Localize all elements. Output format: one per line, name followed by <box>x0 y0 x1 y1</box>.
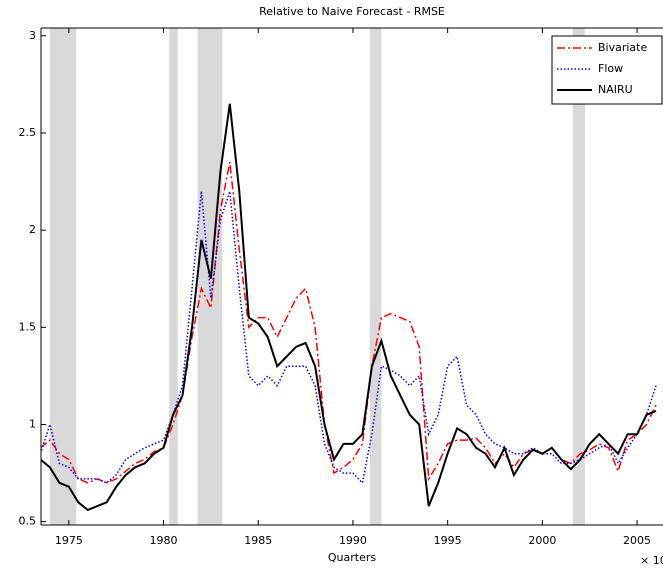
series-line <box>41 191 657 485</box>
recession-shade <box>49 28 77 525</box>
y-tick-label: 1.5 <box>19 320 37 333</box>
y-tick-label: 2 <box>29 223 36 236</box>
x-tick-label: 2000 <box>528 534 556 547</box>
x-exponent: × 10 <box>640 554 663 567</box>
x-tick-label: 1990 <box>339 534 367 547</box>
x-tick-label: 2005 <box>623 534 651 547</box>
chart-title: Relative to Naive Forecast - RMSE <box>259 5 445 18</box>
y-tick-label: 1 <box>29 418 36 431</box>
legend: Bivariate Flow NAIRU <box>551 35 663 105</box>
x-axis-label: Quarters <box>328 551 376 564</box>
legend-label: Flow <box>598 62 623 75</box>
recession-shade <box>572 28 585 525</box>
legend-label: NAIRU <box>598 83 633 96</box>
legend-label: Bivariate <box>598 41 647 54</box>
x-tick-label: 1980 <box>150 534 178 547</box>
y-tick-label: 2.5 <box>19 126 37 139</box>
x-tick-label: 1975 <box>55 534 83 547</box>
y-tick-label: 3 <box>29 29 36 42</box>
series-line <box>41 103 657 512</box>
plot-area <box>41 28 657 525</box>
recession-shade <box>369 28 382 525</box>
recession-shade <box>169 28 178 525</box>
legend-box <box>551 35 663 105</box>
y-tick-label: 0.5 <box>19 515 37 528</box>
x-tick-label: 1995 <box>434 534 462 547</box>
x-tick-label: 1985 <box>244 534 272 547</box>
